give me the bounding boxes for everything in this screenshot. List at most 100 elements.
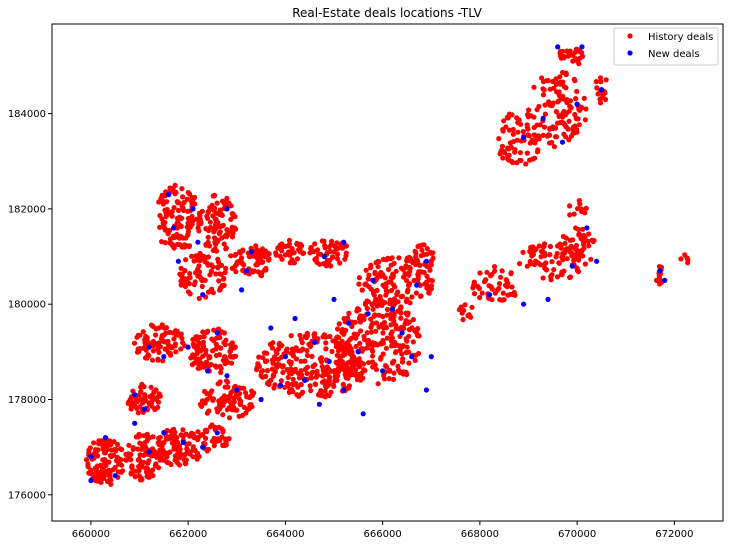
history-deal-point (561, 108, 567, 115)
history-deal-point (567, 203, 573, 209)
history-deal-point (217, 207, 223, 213)
history-deal-point (488, 283, 494, 289)
history-deal-point (208, 262, 214, 268)
history-deal-point (323, 263, 329, 269)
history-deal-point (114, 441, 121, 448)
history-deal-point (239, 412, 246, 418)
history-deal-point (258, 369, 265, 375)
history-deal-point (328, 368, 335, 374)
history-deal-point (172, 234, 178, 240)
history-deal-point (178, 282, 184, 288)
x-tick-label: 666000 (364, 529, 402, 540)
history-deal-point (106, 459, 112, 465)
history-deal-point (170, 434, 176, 441)
history-deal-point (581, 95, 587, 101)
history-deal-point (292, 368, 298, 374)
history-deal-point (399, 344, 405, 350)
x-tick-label: 662000 (169, 529, 207, 540)
history-deal-point (210, 348, 216, 354)
history-deal-point (499, 268, 505, 274)
history-deal-point (602, 90, 608, 96)
history-deal-point (549, 139, 555, 146)
history-deal-point (317, 261, 323, 267)
history-deal-point (196, 295, 202, 301)
history-deal-point (398, 315, 404, 321)
history-deal-point (567, 212, 573, 218)
history-deal-point (285, 374, 291, 380)
history-deal-point (409, 294, 415, 300)
history-deal-point (341, 331, 347, 337)
history-deal-point (512, 149, 518, 155)
history-deal-point (313, 381, 319, 387)
history-deal-point (227, 348, 233, 355)
history-deal-point (277, 244, 283, 250)
history-deal-point (182, 268, 188, 274)
history-deal-point (156, 435, 162, 441)
new-deals-series (88, 44, 668, 484)
history-deal-point (319, 373, 326, 379)
history-deal-point (107, 453, 113, 459)
history-deal-point (388, 287, 394, 294)
history-deal-point (481, 279, 488, 285)
history-deal-point (500, 155, 506, 161)
history-deal-point (191, 342, 197, 348)
history-deal-point (195, 365, 201, 371)
new-deal-point (487, 292, 493, 298)
history-deal-point (566, 108, 572, 114)
history-deal-point (286, 237, 293, 243)
legend-label-new-deals: New deals (648, 49, 700, 60)
history-deal-point (391, 318, 397, 324)
history-deal-point (242, 390, 249, 396)
history-deal-point (181, 207, 187, 213)
history-deal-point (507, 291, 513, 297)
history-deal-point (556, 260, 562, 266)
new-deal-point (545, 296, 551, 302)
history-deal-point (142, 340, 148, 346)
history-deal-point (85, 461, 91, 467)
history-deal-point (394, 291, 400, 297)
history-deal-point (253, 243, 259, 249)
history-deal-point (548, 274, 554, 280)
history-deal-point (167, 449, 173, 455)
history-deal-point (549, 259, 555, 265)
history-deal-point (181, 244, 188, 250)
history-deal-point (515, 129, 521, 135)
history-deal-point (152, 406, 158, 413)
history-deal-point (303, 335, 309, 341)
history-deal-point (212, 235, 218, 241)
history-deal-point (179, 335, 185, 341)
new-deal-point (559, 139, 566, 145)
history-deal-point (194, 456, 200, 462)
history-deal-point (327, 333, 333, 340)
history-deal-point (337, 260, 343, 266)
history-deal-point (568, 244, 574, 250)
new-deal-point (180, 439, 186, 445)
history-deal-point (415, 326, 421, 332)
history-deal-point (352, 319, 358, 325)
history-deal-point (514, 115, 520, 121)
history-deal-point (406, 327, 412, 333)
history-deal-point (335, 326, 341, 332)
history-deal-point (146, 458, 152, 464)
history-deal-point (256, 354, 262, 360)
history-deal-point (393, 268, 399, 274)
history-deal-point (220, 222, 226, 228)
history-deal-point (143, 433, 149, 439)
history-deal-point (321, 238, 327, 244)
history-deal-point (204, 447, 210, 453)
history-deal-point (313, 374, 319, 380)
history-deal-point (190, 444, 196, 450)
history-deal-point (603, 77, 609, 83)
history-deal-point (96, 438, 103, 444)
history-deal-point (165, 231, 171, 237)
history-deal-point (293, 381, 299, 387)
history-deal-point (266, 257, 272, 263)
history-deal-point (499, 297, 505, 303)
history-deal-point (255, 269, 261, 275)
history-deal-point (524, 263, 530, 269)
history-deal-point (220, 427, 226, 434)
history-deal-point (563, 72, 569, 78)
history-deal-point (551, 144, 558, 150)
history-deal-point (400, 371, 406, 377)
history-deal-point (207, 272, 213, 278)
